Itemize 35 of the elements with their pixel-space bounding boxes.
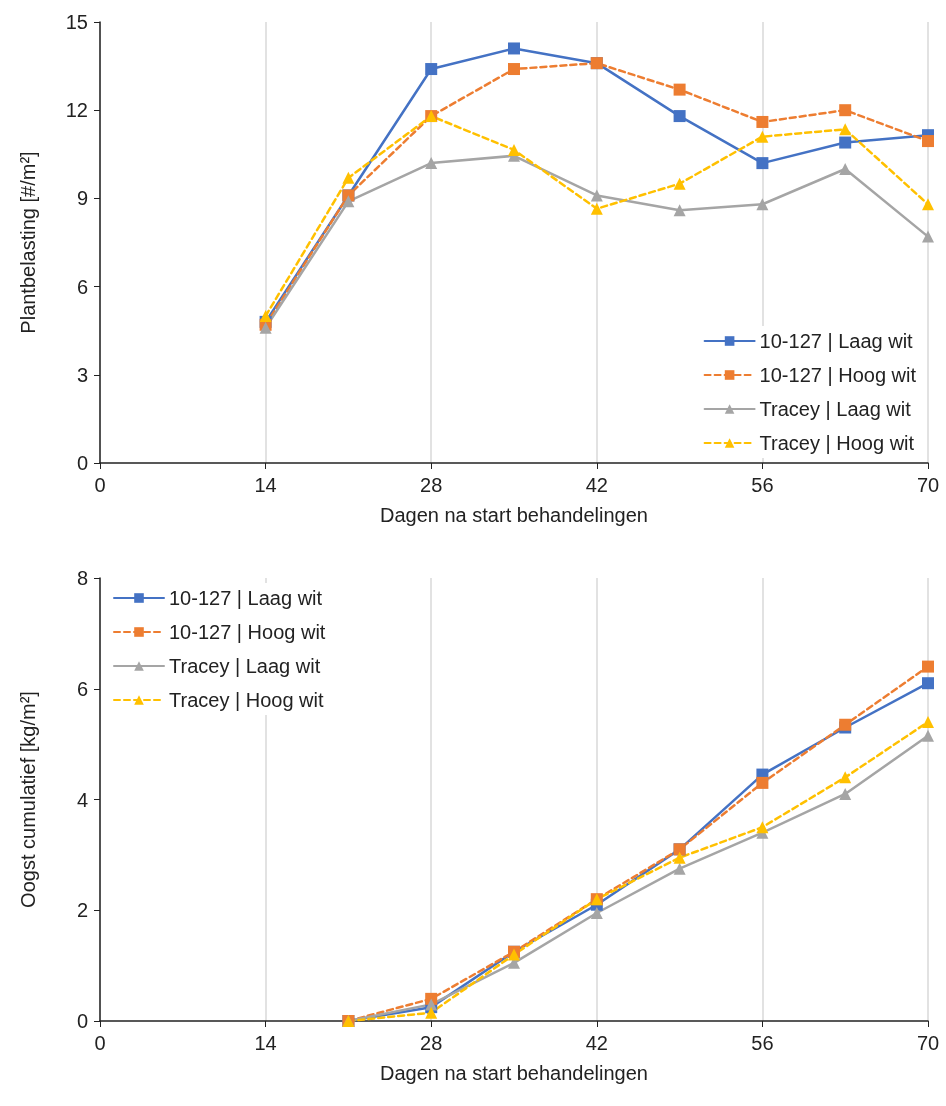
y-tick-label: 3 (76, 363, 88, 386)
x-tick-label: 0 (94, 1032, 106, 1054)
y-tick-label: 9 (76, 187, 88, 210)
x-tick-label: 70 (916, 474, 940, 496)
x-tick-label: 0 (94, 474, 106, 496)
y-tick-label: 15 (65, 11, 88, 33)
y-tick-label: 6 (76, 275, 88, 298)
legend-label: Tracey | Laag wit (169, 655, 321, 677)
y-tick-label: 8 (76, 567, 88, 589)
y-tick-label: 2 (76, 899, 88, 922)
x-tick-label: 70 (916, 1032, 940, 1054)
y-tick-label: 6 (76, 677, 88, 700)
x-axis-title: Dagen na start behandelingen (380, 1062, 648, 1084)
x-tick-label: 28 (420, 474, 443, 496)
legend-label: Tracey | Laag wit (759, 398, 912, 420)
y-axis-title: Plantbelasting [#/m²] (17, 151, 39, 334)
legend-label: 10-127 | Hoog wit (759, 364, 917, 386)
x-tick-label: 14 (254, 1032, 277, 1054)
y-tick-label: 0 (76, 452, 88, 474)
x-tick-label: 42 (585, 1032, 608, 1054)
legend-label: Tracey | Hoog wit (169, 689, 324, 711)
x-tick-label: 42 (585, 474, 608, 496)
legend-label: 10-127 | Hoog wit (169, 621, 326, 643)
y-tick-label: 12 (65, 99, 88, 122)
y-axis-title: Oogst cumulatief [kg/m²] (17, 691, 39, 908)
legend-label: 10-127 | Laag wit (169, 587, 323, 609)
y-tick-label: 4 (76, 788, 88, 811)
x-tick-label: 56 (751, 474, 774, 496)
y-tick-label: 0 (76, 1010, 88, 1032)
legend-label: 10-127 | Laag wit (759, 330, 914, 352)
legend-label: Tracey | Hoog wit (759, 432, 915, 454)
x-tick-label: 14 (254, 474, 277, 496)
x-axis-title: Dagen na start behandelingen (380, 504, 648, 526)
x-tick-label: 28 (420, 1032, 443, 1054)
x-tick-label: 56 (751, 1032, 774, 1054)
